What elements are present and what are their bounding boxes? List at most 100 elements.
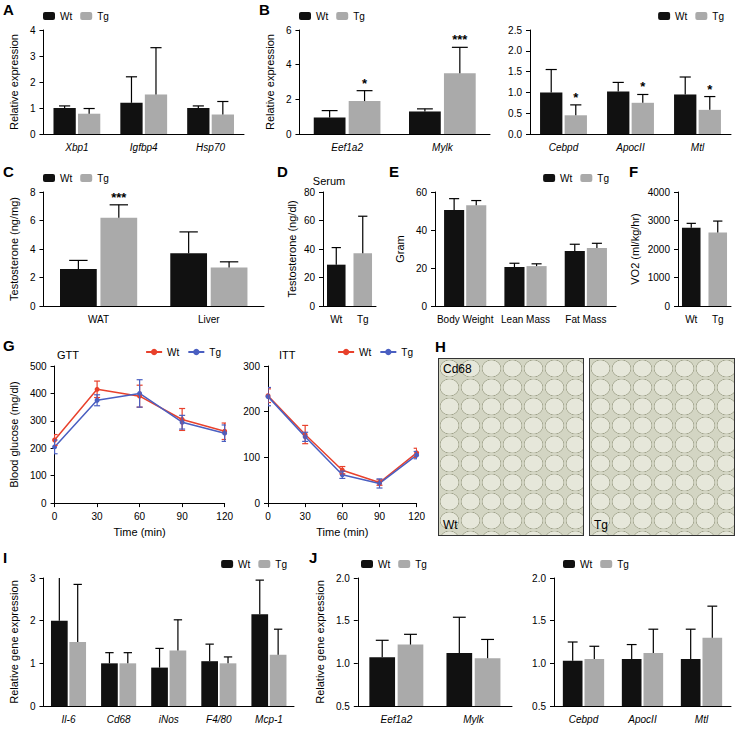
svg-text:B: B — [259, 1, 270, 18]
svg-text:0: 0 — [30, 129, 36, 140]
svg-text:Tg: Tg — [357, 314, 369, 325]
svg-text:F: F — [629, 163, 638, 180]
svg-text:Mylk: Mylk — [463, 714, 485, 725]
svg-text:3: 3 — [30, 573, 36, 584]
svg-text:Serum: Serum — [313, 175, 345, 187]
svg-text:*: * — [640, 79, 646, 94]
svg-text:1.0: 1.0 — [336, 658, 350, 669]
svg-text:2000: 2000 — [648, 244, 671, 255]
svg-text:200: 200 — [243, 406, 260, 417]
svg-text:***: *** — [111, 190, 127, 205]
svg-text:Mtl: Mtl — [691, 142, 705, 153]
svg-text:Eef1a2: Eef1a2 — [331, 142, 363, 153]
svg-text:Relative expression: Relative expression — [8, 34, 20, 130]
svg-text:Tg: Tg — [209, 347, 221, 358]
svg-text:20: 20 — [416, 263, 428, 274]
svg-text:30: 30 — [300, 511, 312, 522]
svg-text:Tg: Tg — [275, 559, 287, 570]
svg-text:VO2 (ml/kg/hr): VO2 (ml/kg/hr) — [629, 213, 641, 285]
svg-text:0: 0 — [254, 498, 260, 509]
svg-text:Lean Mass: Lean Mass — [501, 314, 550, 325]
svg-text:Wt: Wt — [330, 314, 342, 325]
svg-text:Cebpd: Cebpd — [569, 714, 599, 725]
svg-text:F4/80: F4/80 — [206, 714, 232, 725]
svg-text:60: 60 — [304, 215, 316, 226]
svg-text:***: *** — [452, 32, 468, 47]
svg-text:*: * — [573, 90, 579, 105]
svg-text:0: 0 — [30, 301, 36, 312]
svg-text:Tg: Tg — [353, 11, 365, 22]
svg-text:0: 0 — [421, 301, 427, 312]
svg-text:Tg: Tg — [415, 559, 427, 570]
svg-text:2.0: 2.0 — [532, 573, 546, 584]
svg-text:500: 500 — [30, 361, 47, 372]
svg-text:Testosterone (ng/dl): Testosterone (ng/dl) — [286, 200, 298, 297]
svg-text:1.0: 1.0 — [532, 658, 546, 669]
svg-text:Wt: Wt — [316, 11, 328, 22]
svg-text:E: E — [389, 163, 399, 180]
svg-text:Tg: Tg — [712, 314, 724, 325]
svg-text:Wt: Wt — [60, 11, 72, 22]
svg-text:4: 4 — [30, 25, 36, 36]
svg-text:Igfbp4: Igfbp4 — [130, 142, 158, 153]
svg-text:ApocII: ApocII — [627, 714, 657, 725]
svg-text:2: 2 — [30, 615, 36, 626]
svg-text:Body Weight: Body Weight — [437, 314, 494, 325]
svg-text:Wt: Wt — [580, 559, 592, 570]
svg-text:Tg: Tg — [597, 173, 609, 184]
svg-text:Liver: Liver — [198, 314, 220, 325]
svg-text:0: 0 — [309, 301, 315, 312]
svg-text:2.5: 2.5 — [508, 25, 522, 36]
svg-text:Xbp1: Xbp1 — [64, 142, 88, 153]
svg-text:20: 20 — [304, 272, 316, 283]
svg-text:*: * — [362, 76, 368, 91]
svg-text:WAT: WAT — [88, 314, 109, 325]
svg-text:60: 60 — [134, 511, 146, 522]
svg-text:Wt: Wt — [685, 314, 697, 325]
svg-text:1.5: 1.5 — [336, 615, 350, 626]
svg-text:0: 0 — [30, 701, 36, 712]
svg-text:ITT: ITT — [279, 349, 296, 361]
svg-text:G: G — [3, 337, 15, 354]
svg-text:40: 40 — [304, 244, 316, 255]
svg-text:2.0: 2.0 — [508, 45, 522, 56]
svg-text:1: 1 — [30, 658, 36, 669]
svg-text:200: 200 — [30, 443, 47, 454]
svg-text:4: 4 — [30, 244, 36, 255]
svg-text:2: 2 — [30, 77, 36, 88]
svg-text:1.0: 1.0 — [508, 87, 522, 98]
svg-text:60: 60 — [337, 511, 349, 522]
svg-text:2: 2 — [286, 94, 292, 105]
svg-text:0: 0 — [41, 498, 47, 509]
svg-text:Tg: Tg — [97, 173, 109, 184]
svg-text:Cd68: Cd68 — [107, 714, 131, 725]
svg-text:30: 30 — [92, 511, 104, 522]
svg-text:Testosterone (ng/mg): Testosterone (ng/mg) — [8, 197, 20, 301]
svg-text:Eef1a2: Eef1a2 — [380, 714, 412, 725]
svg-text:*: * — [707, 82, 713, 97]
svg-text:Il-6: Il-6 — [62, 714, 76, 725]
svg-text:1: 1 — [30, 103, 36, 114]
svg-text:80: 80 — [304, 187, 316, 198]
svg-text:Gram: Gram — [394, 235, 406, 263]
svg-text:Wt: Wt — [378, 559, 390, 570]
svg-text:Relative expression: Relative expression — [264, 34, 276, 130]
svg-text:A: A — [3, 1, 14, 18]
svg-text:D: D — [277, 163, 288, 180]
svg-text:120: 120 — [408, 511, 425, 522]
svg-text:2: 2 — [30, 272, 36, 283]
svg-text:0: 0 — [52, 511, 58, 522]
svg-text:Tg: Tg — [712, 11, 724, 22]
svg-text:6: 6 — [30, 215, 36, 226]
svg-text:2.0: 2.0 — [336, 573, 350, 584]
svg-text:Time (min): Time (min) — [316, 526, 368, 538]
svg-text:GTT: GTT — [57, 349, 79, 361]
svg-text:Mylk: Mylk — [432, 142, 454, 153]
svg-text:Wt: Wt — [359, 347, 371, 358]
svg-text:Mcp-1: Mcp-1 — [255, 714, 283, 725]
svg-text:Time (min): Time (min) — [114, 526, 166, 538]
svg-text:Hsp70: Hsp70 — [196, 142, 225, 153]
svg-text:Wt: Wt — [238, 559, 250, 570]
svg-text:0: 0 — [265, 511, 271, 522]
svg-text:0.5: 0.5 — [532, 701, 546, 712]
